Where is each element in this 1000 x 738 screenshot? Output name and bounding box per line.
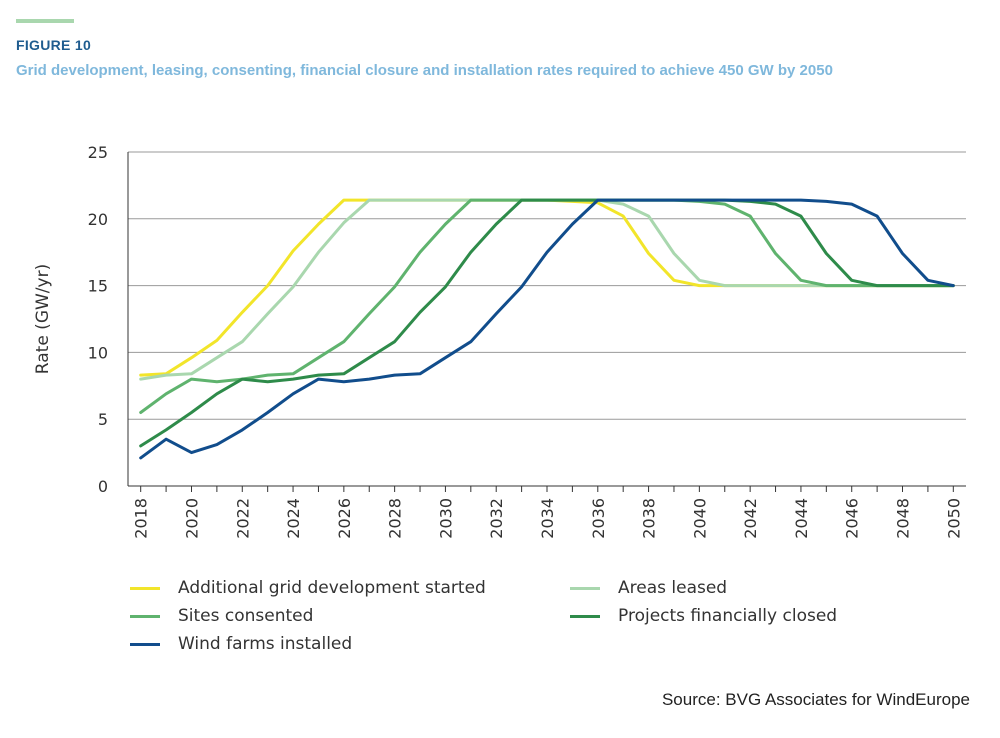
source-note: Source: BVG Associates for WindEurope	[661, 690, 970, 709]
legend-label: Wind farms installed	[178, 634, 353, 654]
x-tick-label: 2044	[792, 498, 811, 539]
legend: Additional grid development started Areas…	[130, 574, 930, 664]
legend-item: Projects financially closed	[570, 602, 837, 630]
x-tick-label: 2032	[487, 498, 506, 539]
x-tick-label: 2048	[894, 498, 913, 539]
legend-item: Wind farms installed	[130, 630, 352, 658]
legend-label: Sites consented	[178, 606, 314, 626]
legend-item: Additional grid development started	[130, 574, 486, 602]
accent-bar	[16, 19, 74, 23]
x-tick-label: 2030	[436, 498, 455, 539]
x-tick-label: 2028	[386, 498, 405, 539]
legend-swatch	[130, 642, 160, 646]
x-tick-label: 2034	[538, 498, 557, 539]
legend-item: Areas leased	[570, 574, 727, 602]
y-tick-label: 5	[98, 410, 108, 429]
x-tick-label: 2038	[640, 498, 659, 539]
y-tick-labels: 0 5 10 15 20 25	[88, 143, 108, 496]
x-tick-labels: 2018 2020 2022 2024 2026 2028 2030 2032 2034 2036…	[132, 486, 963, 539]
legend-label: Projects financially closed	[618, 606, 838, 626]
legend-swatch	[130, 586, 160, 590]
y-tick-label: 10	[88, 343, 108, 362]
x-tick-label: 2024	[284, 498, 303, 539]
legend-label: Areas leased	[618, 578, 728, 598]
x-tick-label: 2018	[132, 498, 151, 539]
figure-title: Grid development, leasing, consenting, f…	[16, 62, 833, 79]
legend-swatch	[570, 586, 600, 590]
y-tick-label: 20	[88, 210, 108, 229]
x-tick-label: 2020	[182, 498, 201, 539]
x-tick-label: 2046	[843, 498, 862, 539]
x-tick-label: 2040	[690, 498, 709, 539]
x-tick-label: 2050	[944, 498, 963, 539]
y-tick-label: 0	[98, 477, 108, 496]
series-line-4	[139, 198, 955, 448]
figure-label: FIGURE 10	[16, 37, 92, 53]
legend-swatch	[570, 614, 600, 618]
series-line-1	[139, 198, 955, 377]
x-tick-label: 2026	[335, 498, 354, 539]
series-line-5	[139, 198, 955, 460]
x-tick-label: 2042	[741, 498, 760, 539]
legend-item: Sites consented	[130, 602, 313, 630]
legend-swatch	[130, 614, 160, 618]
x-tick-label: 2022	[233, 498, 252, 539]
series-lines	[139, 198, 955, 460]
y-axis-label: Rate (GW/yr)	[33, 264, 53, 374]
x-tick-label: 2036	[589, 498, 608, 539]
legend-label: Additional grid development started	[178, 578, 486, 598]
y-tick-label: 15	[88, 277, 108, 296]
y-tick-label: 25	[88, 143, 108, 162]
